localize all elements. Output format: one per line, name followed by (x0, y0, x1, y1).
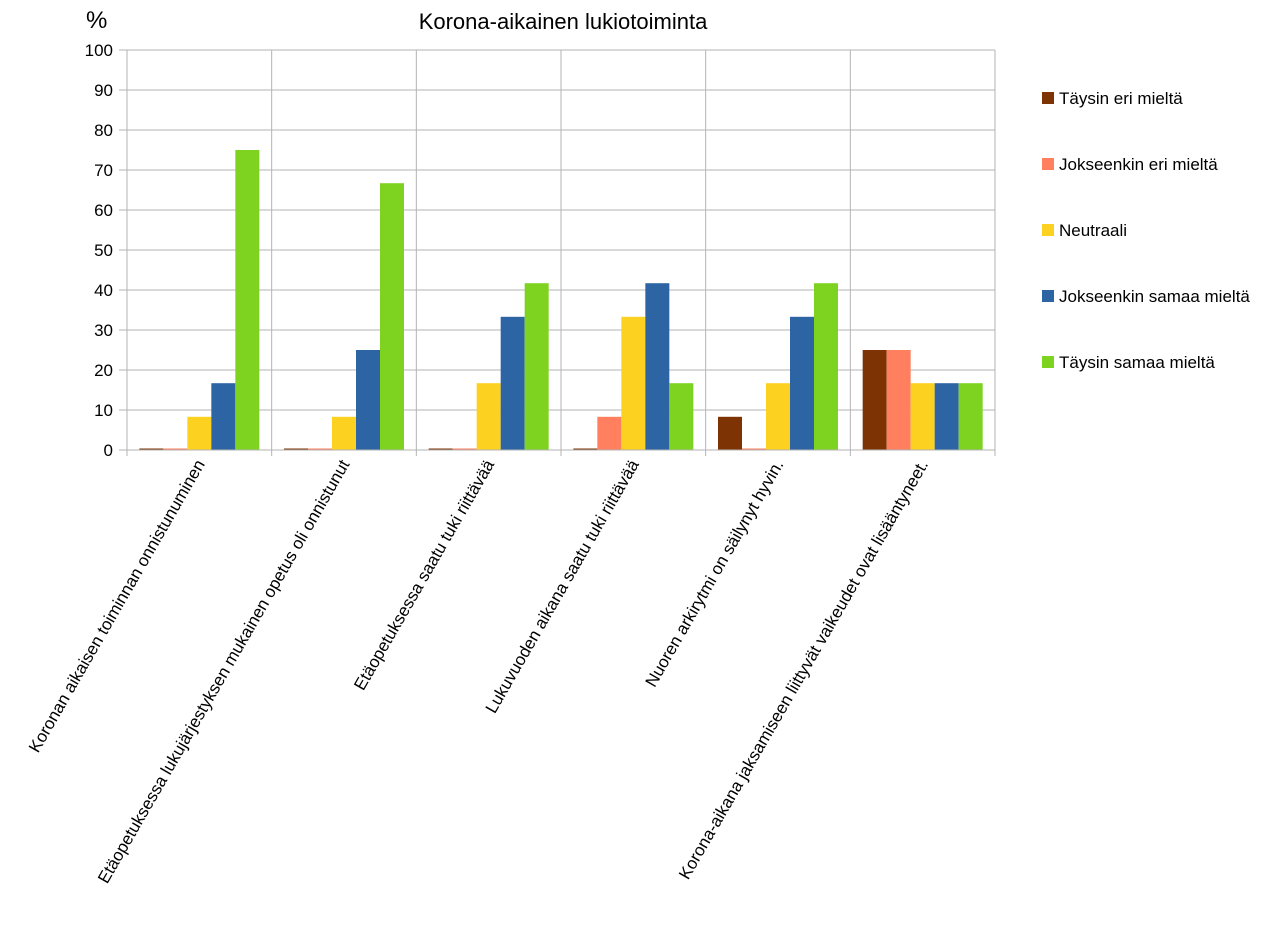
legend-swatch (1042, 158, 1054, 170)
legend-label: Neutraali (1059, 221, 1127, 240)
bar-3-4 (621, 316, 646, 450)
x-category-label: Koronan aikaisen toiminnan onnistunumine… (25, 457, 209, 756)
bar-3-2 (332, 416, 356, 450)
legend-label: Täysin eri mieltä (1059, 89, 1183, 108)
bar-5-5 (814, 283, 838, 450)
y-tick-label: 50 (94, 241, 113, 260)
y-tick-label: 90 (94, 81, 113, 100)
y-axis-unit-label: % (86, 7, 107, 34)
bar-4-4 (645, 283, 670, 450)
x-category-label: Lukuvuoden aikana saatu tuki riittävää (482, 456, 643, 716)
legend: Täysin eri mieltä Jokseenkin eri mieltä Ne… (1042, 89, 1250, 372)
bars (139, 150, 983, 450)
bar-5-2 (380, 183, 404, 450)
bar-2-6 (886, 350, 911, 450)
bar-1-1 (139, 448, 164, 450)
x-category-label: Korona-aikana jaksamiseen liittyvät vaik… (675, 457, 932, 883)
legend-swatch (1042, 356, 1054, 368)
legend-label: Jokseenkin samaa mieltä (1059, 287, 1250, 306)
bar-3-5 (766, 383, 790, 450)
bar-1-6 (862, 350, 887, 450)
legend-swatch (1042, 290, 1054, 302)
bar-4-5 (790, 316, 814, 450)
x-axis-category-labels: Koronan aikaisen toiminnan onnistunumine… (25, 456, 932, 887)
y-tick-label: 30 (94, 321, 113, 340)
bar-5-3 (524, 283, 549, 450)
bar-4-6 (934, 383, 959, 450)
y-tick-label: 20 (94, 361, 113, 380)
bar-2-1 (163, 448, 188, 450)
bar-4-2 (356, 350, 380, 450)
bar-2-2 (308, 448, 332, 450)
bar-2-4 (597, 416, 622, 450)
legend-swatch (1042, 224, 1054, 236)
axes (126, 50, 995, 451)
legend-swatch (1042, 92, 1054, 104)
bar-5-1 (235, 150, 260, 450)
bar-5-4 (669, 383, 694, 450)
bar-2-5 (742, 448, 766, 450)
bar-1-5 (718, 416, 742, 450)
y-tick-label: 80 (94, 121, 113, 140)
legend-label: Täysin samaa mieltä (1059, 353, 1215, 372)
x-category-label: Etäopetuksessa lukujärjestyksen mukainen… (94, 456, 353, 886)
y-tick-label: 10 (94, 401, 113, 420)
bar-5-6 (958, 383, 983, 450)
y-axis-ticks: 0 10 20 30 40 50 60 70 80 90 100 (85, 41, 127, 460)
bar-4-3 (500, 316, 525, 450)
y-tick-label: 0 (104, 441, 113, 460)
y-tick-label: 70 (94, 161, 113, 180)
chart-title: Korona-aikainen lukiotoiminta (419, 9, 708, 34)
bar-3-3 (476, 383, 501, 450)
bar-3-1 (187, 416, 212, 450)
y-tick-label: 60 (94, 201, 113, 220)
y-tick-label: 100 (85, 41, 113, 60)
legend-label: Jokseenkin eri mieltä (1059, 155, 1218, 174)
y-tick-label: 40 (94, 281, 113, 300)
x-category-label: Etäopetuksessa saatu tuki riittävää (350, 456, 498, 693)
bar-1-2 (284, 448, 308, 450)
bar-2-3 (452, 448, 477, 450)
bar-1-3 (428, 448, 453, 450)
x-category-label: Nuoren arkirytmi on säilynyt hyvin. (642, 457, 788, 691)
bar-3-6 (910, 383, 935, 450)
bar-1-4 (573, 448, 598, 450)
bar-4-1 (211, 383, 236, 450)
